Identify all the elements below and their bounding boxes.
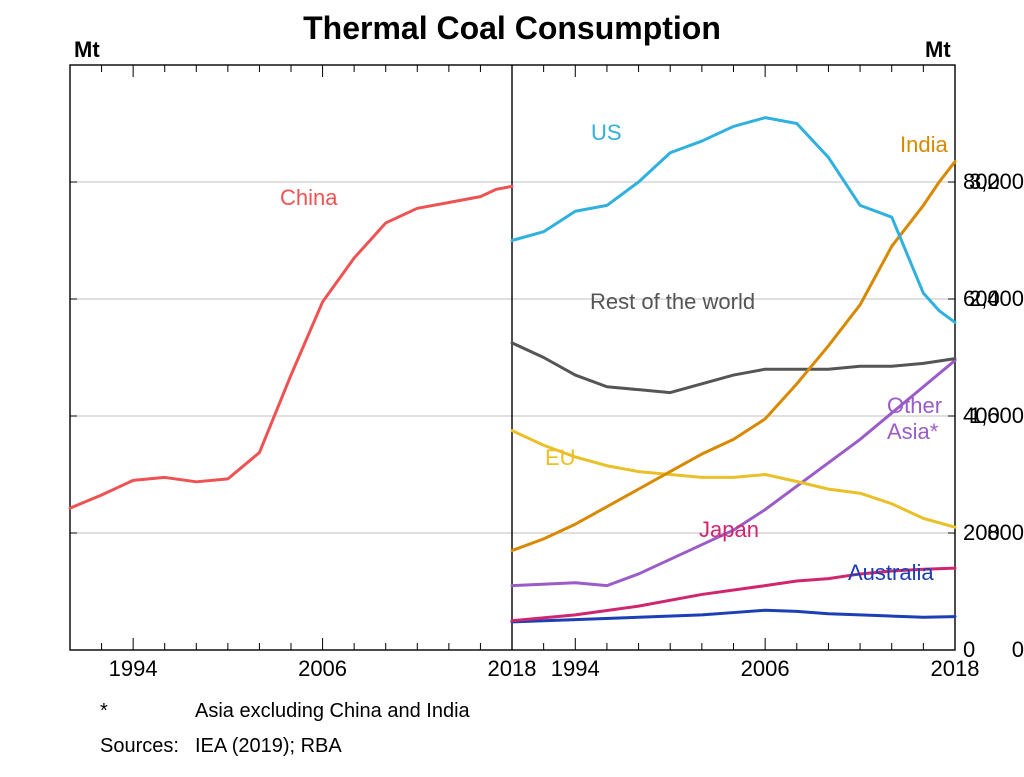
x-tick: 2006	[298, 656, 347, 682]
y-tick-right: 400	[963, 403, 1000, 429]
series-label-otherasia: Other Asia*	[887, 393, 942, 445]
x-tick: 2018	[488, 656, 537, 682]
x-tick: 1994	[551, 656, 600, 682]
x-tick: 2006	[741, 656, 790, 682]
series-label-china: China	[280, 185, 337, 211]
series-label-australia: Australia	[848, 560, 934, 586]
footnote-text: IEA (2019); RBA	[195, 735, 342, 758]
series-label-eu: EU	[545, 445, 576, 471]
series-label-restofworld: Rest of the world	[590, 289, 755, 315]
footnote-text: Asia excluding China and India	[195, 700, 470, 723]
footnote-marker: Sources:	[100, 735, 179, 758]
footnote-marker: *	[100, 700, 108, 723]
x-tick: 1994	[109, 656, 158, 682]
y-tick-right: 200	[963, 520, 1000, 546]
series-label-japan: Japan	[699, 517, 759, 543]
series-label-us: US	[591, 120, 622, 146]
y-tick-right: 600	[963, 286, 1000, 312]
chart-root: { "layout": { "width": 1024, "height": 7…	[0, 0, 1024, 777]
y-tick-right: 800	[963, 169, 1000, 195]
x-tick: 2018	[931, 656, 980, 682]
series-label-india: India	[900, 132, 948, 158]
